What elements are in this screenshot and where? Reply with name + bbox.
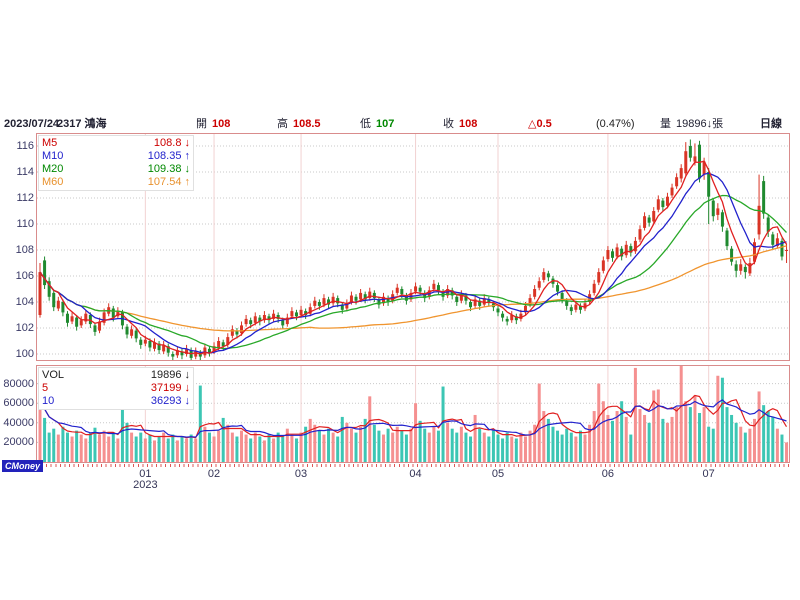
price-tick-label: 100 (15, 348, 34, 360)
ma5-label: M5 (42, 137, 58, 149)
vol-label: VOL (42, 369, 65, 381)
month-label: 07 (702, 468, 715, 480)
month-label: 06 (601, 468, 615, 480)
ma5-value: 108.8 ↓ (153, 137, 190, 149)
month-label: 01 (139, 468, 152, 480)
price-chart-panel[interactable]: M5 108.8 ↓ M10 108.35 ↑ M20 109.38 ↓ M60 107… (36, 133, 790, 361)
price-tick-label: 114 (16, 166, 34, 178)
ma10-value: 108.35 ↑ (147, 150, 190, 162)
ma20-label: M20 (42, 163, 64, 175)
year-label: 2023 (133, 479, 158, 491)
quote-date: 2023/07/24 (4, 118, 60, 130)
ma10-label: M10 (42, 150, 64, 162)
ma60-label: M60 (42, 176, 64, 188)
close-label: 收 (443, 118, 454, 130)
price-tick-label: 116 (16, 140, 34, 152)
cmoney-logo: CMoney (2, 460, 44, 472)
period-selector[interactable]: 日線 (760, 118, 782, 130)
volume-tick-label: 40000 (3, 416, 34, 429)
high-label: 高 (277, 118, 288, 130)
price-tick-label: 104 (15, 296, 34, 308)
vol-ma5-label: 5 (42, 382, 49, 394)
price-tick-label: 112 (16, 192, 34, 204)
price-tick-label: 110 (16, 218, 34, 230)
volume-value: 19896↓張 (676, 118, 724, 130)
volume-tick-label: 20000 (3, 436, 34, 449)
vol-ma5-value: 37199 ↓ (150, 382, 190, 394)
month-label: 05 (491, 468, 505, 480)
volume-bars-chart[interactable] (37, 366, 789, 462)
low-value: 107 (376, 118, 395, 130)
high-value: 108.5 (293, 118, 321, 130)
price-tick-label: 106 (15, 270, 34, 282)
volume-tick-label: 60000 (3, 397, 34, 410)
volume-tick-label: 80000 (3, 377, 34, 390)
month-label: 02 (207, 468, 221, 480)
change-value: △0.5 (528, 118, 552, 130)
ma60-value: 107.54 ↑ (147, 176, 190, 188)
ma-legend: M5 108.8 ↓ M10 108.35 ↑ M20 109.38 ↓ M60 107… (38, 135, 194, 191)
stock-symbol: 2317 鴻海 (57, 118, 107, 130)
open-value: 108 (212, 118, 231, 130)
volume-chart-panel[interactable]: VOL 19896 ↓ 5 37199 ↓ 10 36293 ↓ (36, 365, 790, 463)
month-label: 04 (409, 468, 422, 480)
vol-value: 19896 ↓ (150, 369, 190, 381)
month-label: 03 (294, 468, 308, 480)
ma20-value: 109.38 ↓ (147, 163, 190, 175)
candlestick-chart[interactable] (37, 134, 789, 360)
close-value: 108 (459, 118, 478, 130)
volume-label: 量 (660, 118, 671, 130)
price-tick-label: 108 (15, 244, 34, 256)
date-tick-strip (37, 464, 789, 467)
volume-legend: VOL 19896 ↓ 5 37199 ↓ 10 36293 ↓ (38, 367, 194, 410)
price-tick-label: 102 (15, 322, 34, 334)
low-label: 低 (360, 118, 371, 130)
change-percent: (0.47%) (596, 118, 635, 130)
vol-ma10-value: 36293 ↓ (150, 395, 190, 407)
open-label: 開 (196, 118, 207, 130)
vol-ma10-label: 10 (42, 395, 55, 407)
